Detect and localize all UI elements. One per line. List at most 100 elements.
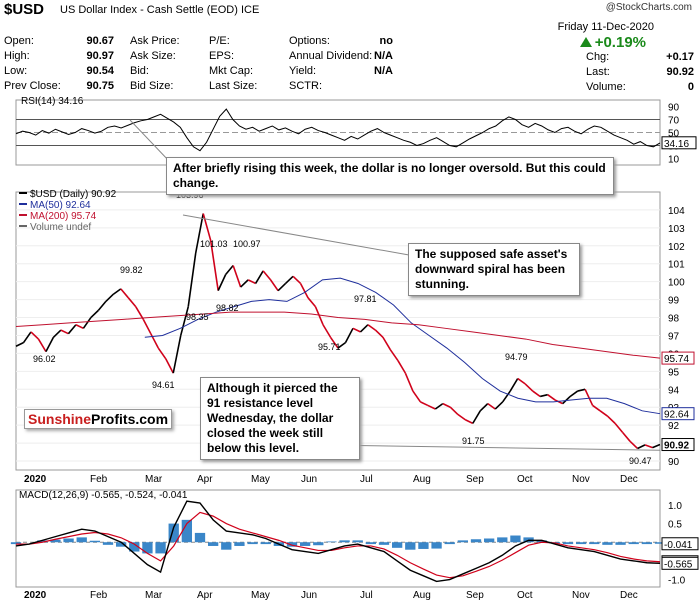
price-label: 95.71 [318, 342, 341, 352]
high-label: High: [4, 50, 30, 62]
price-segment [165, 358, 174, 374]
options-label: Options: [289, 35, 330, 47]
options-value: no [379, 35, 393, 47]
ticker-symbol: $USD [4, 1, 45, 18]
quote-col-5: Chg: +0.17 Last: 90.92 Volume: 0 [586, 51, 694, 96]
change-percent: +0.19% [579, 34, 646, 51]
price-segment [179, 306, 190, 336]
price-segment [30, 331, 40, 340]
price-segment [247, 279, 256, 285]
quote-col-3: P/E: EPS: Mkt Cap: Last Size: [209, 35, 289, 95]
ask-price-label: Ask Price: [130, 35, 180, 47]
price-segment [157, 347, 167, 360]
price-segment [262, 270, 272, 281]
price-segment [577, 388, 586, 392]
price-segment [621, 431, 631, 442]
macd-histogram-bar [207, 542, 219, 546]
price-segment [427, 404, 436, 410]
price-segment [90, 309, 99, 319]
price-label: 94.79 [505, 352, 528, 362]
macd-histogram-bar [89, 540, 101, 543]
quote-header: $USD US Dollar Index - Cash Settle (EOD)… [0, 0, 700, 100]
price-segment [464, 419, 474, 425]
rsi-tick-label: 90 [668, 103, 680, 114]
macd-histogram-bar [155, 542, 166, 554]
rsi-frame [15, 99, 661, 166]
legend-swatch [19, 203, 27, 205]
price-segment [644, 444, 653, 449]
ask-size-label: Ask Size: [130, 50, 176, 62]
price-segment [82, 317, 92, 329]
chg-value: +0.17 [666, 51, 694, 63]
price-label: 90.47 [629, 456, 652, 466]
low-value: 90.54 [86, 65, 114, 77]
price-segment [389, 349, 399, 362]
macd-histogram-bar [260, 542, 271, 545]
x-axis-labels: 2020 2020 Feb Feb Mar Mar Apr Apr May May Jun Jun Ju… [24, 119, 638, 601]
price-segment [240, 279, 249, 288]
price-tick-label: 101 [668, 260, 685, 271]
annual-dividend-label: Annual Dividend: [289, 50, 373, 62]
price-tick-label: 97 [668, 331, 680, 342]
price-segment [457, 413, 466, 421]
macd-histogram-bar [536, 540, 547, 543]
rsi-tick-label: 10 [668, 155, 680, 166]
x-tick-label: Jul [360, 590, 373, 601]
macd-histogram-bar [352, 540, 363, 543]
price-segment [502, 390, 511, 403]
price-label: 98.35 [186, 312, 209, 322]
price-segment [172, 335, 182, 374]
macd-histogram-bar [431, 542, 442, 549]
macd-histogram-bar [510, 535, 521, 543]
price-segment [127, 297, 137, 308]
price-segment [75, 324, 84, 330]
price-segment [524, 383, 534, 392]
watermark: @StockCharts.com [605, 2, 692, 13]
price-segment [652, 443, 661, 449]
spiral-pointer [182, 214, 410, 256]
x-tick-label: Oct [517, 474, 533, 485]
x-tick-label: Sep [466, 590, 484, 601]
price-segment [254, 270, 264, 284]
macd-histogram-bar [602, 542, 613, 545]
low-label: Low: [4, 65, 28, 77]
price-segment [554, 399, 563, 405]
macd-tick-label: 0.5 [668, 520, 682, 531]
x-tick-label: Mar [145, 590, 163, 601]
price-segment [135, 306, 144, 320]
price-segment [225, 265, 234, 276]
price-segment [584, 388, 594, 406]
bid-label: Bid: [130, 65, 149, 77]
legend-swatch [19, 214, 27, 216]
price-segment [269, 279, 279, 292]
price-segment [532, 390, 541, 398]
open-label: Open: [4, 35, 34, 47]
price-segment [509, 378, 519, 392]
macd-frame [15, 489, 661, 588]
open-value: 90.67 [86, 35, 114, 47]
price-segment [374, 329, 384, 338]
price-segment [329, 336, 339, 349]
macd-histogram-bar [405, 542, 416, 550]
macd-histogram-bar [299, 542, 311, 546]
macd-histogram-bar [247, 542, 258, 545]
price-segment [629, 440, 639, 450]
price-segment [314, 306, 324, 326]
price-segment [232, 265, 242, 288]
quote-col-1: Open: 90.67 High: 90.97 Low: 90.54 Prev Clo… [4, 35, 114, 95]
x-tick-label: Dec [620, 474, 638, 485]
price-panel: 90919293949596979899100101102103104103.9… [15, 189, 695, 471]
x-tick-label: Nov [572, 590, 590, 601]
macd-histogram-bar [194, 532, 206, 543]
x-tick-label: 2020 [24, 590, 47, 601]
change-percent-value: +0.19% [594, 34, 646, 51]
rsi-tick-label: 50 [668, 129, 680, 140]
signal-line [16, 511, 661, 579]
price-segment [547, 394, 556, 401]
price-tick-label: 90 [668, 457, 680, 468]
price-segment [120, 288, 129, 299]
price-segment [434, 402, 444, 410]
price-tick-label: 95 [668, 367, 680, 378]
sunshine-profits-logo: SunshineProfits.com [24, 409, 173, 429]
